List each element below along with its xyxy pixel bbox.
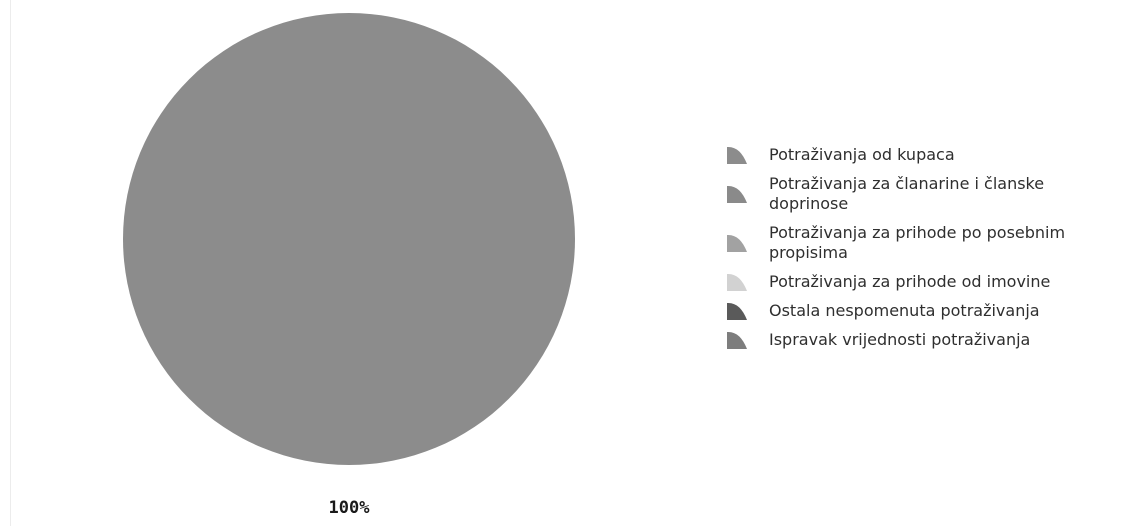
pie-slice-0 <box>123 13 575 465</box>
legend-swatch-2 <box>727 234 747 252</box>
legend-label-5: Ispravak vrijednosti potraživanja <box>769 330 1030 349</box>
slice-percent-label: 100% <box>329 498 371 518</box>
frame-left-edge <box>10 0 11 526</box>
legend: Potraživanja od kupaca Potraživanja za čl… <box>727 145 1065 349</box>
legend-label-4: Ostala nespomenuta potraživanja <box>769 301 1040 320</box>
legend-swatch-3 <box>727 273 747 291</box>
legend-label-0: Potraživanja od kupaca <box>769 145 955 164</box>
legend-label-2: Potraživanja za prihode po posebnim propi… <box>769 223 1065 262</box>
legend-label-3: Potraživanja za prihode od imovine <box>769 272 1050 291</box>
data-label-layer: 100% <box>329 498 371 518</box>
legend-swatch-0 <box>727 146 747 164</box>
legend-swatch-5 <box>727 331 747 349</box>
legend-swatch-4 <box>727 302 747 320</box>
pie-layer <box>123 13 575 465</box>
legend-swatch-1 <box>727 185 747 203</box>
legend-label-1: Potraživanja za članarine i članske dopri… <box>769 174 1044 213</box>
